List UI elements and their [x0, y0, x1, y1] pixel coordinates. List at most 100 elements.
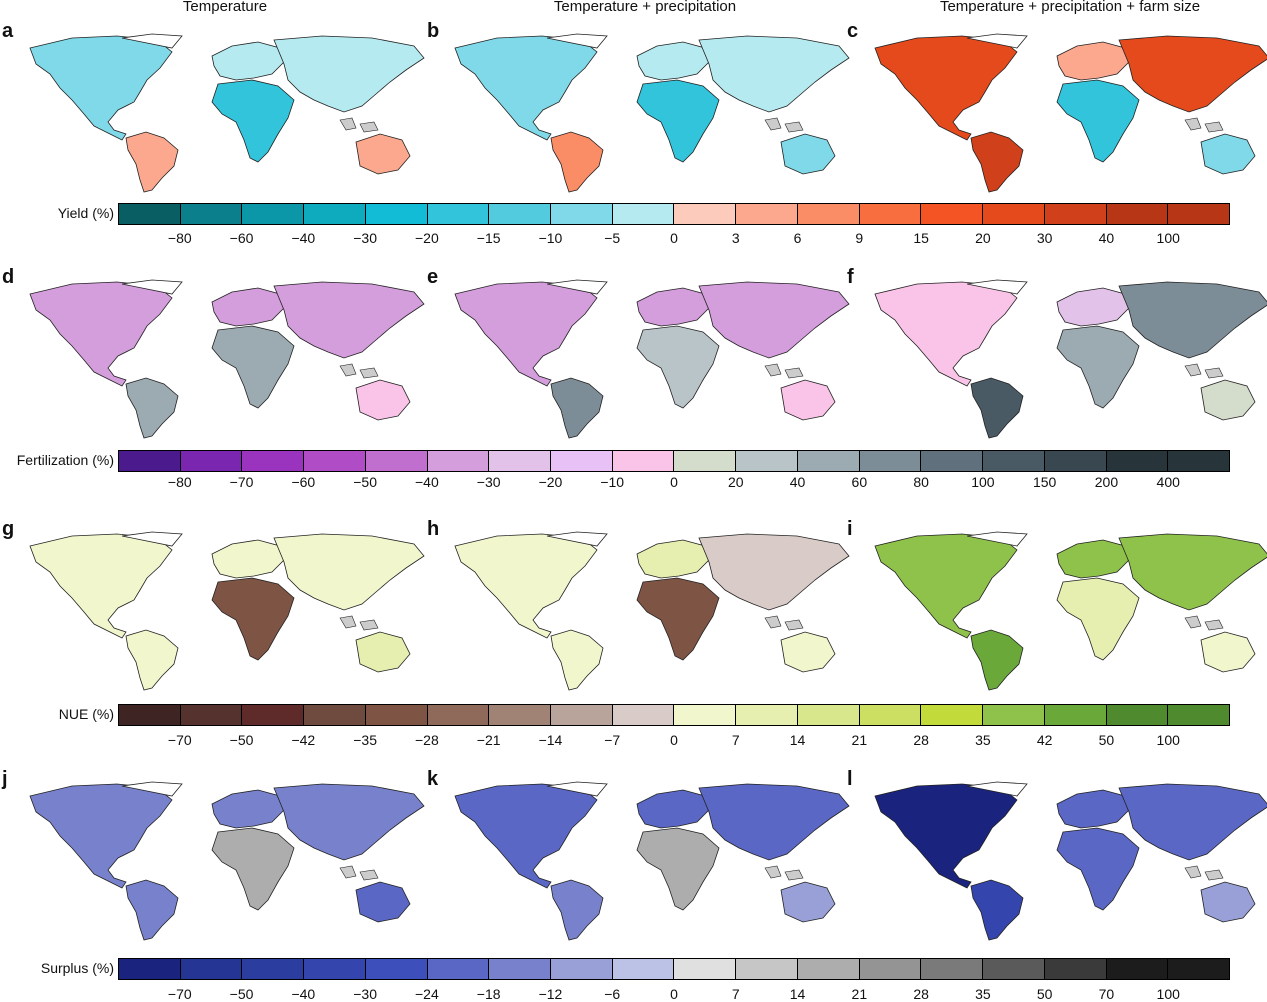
panel-label-e: e: [427, 266, 439, 288]
legend-swatch: [921, 959, 984, 979]
greenland-outline: [546, 781, 608, 797]
continent-africa: [1056, 325, 1140, 409]
continent-asia: [698, 35, 850, 113]
legend-tick-label: −40: [291, 230, 316, 246]
legend-tick-label: −7: [604, 732, 621, 748]
legend-tick-label: −10: [600, 474, 625, 490]
continent-south-america: [125, 377, 179, 439]
continent-north-america: [874, 533, 1018, 639]
legend-tick-label: 150: [1032, 474, 1057, 490]
world-map-panel-g: [29, 531, 425, 691]
legend-swatch: [119, 451, 181, 471]
legend-swatch: [365, 705, 428, 725]
legend-swatch: [1168, 705, 1229, 725]
legend-tick-label: −60: [291, 474, 316, 490]
continent-south-america: [125, 629, 179, 691]
legend-tick-label: −50: [229, 732, 254, 748]
legend-tick-label: 21: [851, 986, 868, 1002]
continent-south-america: [125, 879, 179, 941]
legend-swatch: [551, 204, 613, 224]
continent-north-america: [874, 35, 1018, 141]
legend-swatch: [1106, 705, 1169, 725]
continent-africa: [211, 79, 295, 163]
legend-swatch: [427, 959, 490, 979]
legend-tick-label: 200: [1094, 474, 1119, 490]
legend-title: Yield (%): [57, 205, 114, 221]
legend-swatch: [736, 451, 798, 471]
panel-label-f: f: [847, 266, 854, 288]
legend-tick-label: −6: [604, 986, 621, 1002]
continent-asia: [273, 35, 425, 113]
legend-swatch: [859, 705, 922, 725]
continent-asia: [698, 281, 850, 359]
legend-swatch: [983, 705, 1045, 725]
continent-europe: [636, 789, 710, 829]
continent-asia: [273, 533, 425, 611]
continent-north-america: [454, 533, 598, 639]
legend-tick-label: 40: [1098, 230, 1115, 246]
legend-tick-label: −14: [538, 732, 563, 748]
legend-tick-label: 28: [913, 732, 929, 748]
legend-tick-label: −70: [167, 732, 192, 748]
legend-tick-label: 7: [731, 986, 740, 1002]
legend-swatch: [674, 451, 737, 471]
world-map-panel-f: [874, 279, 1267, 439]
legend-swatch: [1168, 204, 1229, 224]
world-map-panel-h: [454, 531, 850, 691]
legend-swatch: [612, 451, 675, 471]
legend-tick-label: −12: [538, 986, 563, 1002]
legend-swatch: [242, 959, 305, 979]
legend-tick-label: 100: [1156, 986, 1180, 1002]
continent-europe: [636, 41, 710, 81]
greenland-outline: [546, 33, 608, 49]
legend-colorbar: [118, 203, 1230, 225]
legend-tick-label: 20: [727, 474, 744, 490]
legend-swatch: [304, 204, 366, 224]
panel-label-a: a: [2, 20, 14, 42]
legend-swatch: [427, 204, 490, 224]
continent-australia: [1200, 631, 1256, 673]
greenland-outline: [966, 33, 1028, 49]
legend-swatch: [736, 959, 798, 979]
continent-africa: [636, 827, 720, 911]
continent-africa: [1056, 79, 1140, 163]
legend-swatch: [304, 959, 366, 979]
legend-tick-label: −24: [415, 986, 439, 1002]
continent-australia: [780, 631, 836, 673]
legend-tick-label: 70: [1098, 986, 1115, 1002]
greenland-outline: [966, 781, 1028, 797]
continent-south-america: [970, 629, 1024, 691]
legend-tick-label: 28: [913, 986, 929, 1002]
world-map-panel-j: [29, 781, 425, 941]
continent-europe: [636, 287, 710, 327]
world-map-panel-k: [454, 781, 850, 941]
continent-north-america: [454, 281, 598, 387]
continent-australia: [780, 379, 836, 421]
legend-swatch: [859, 204, 922, 224]
continent-north-america: [29, 783, 173, 889]
legend-swatch: [119, 204, 181, 224]
legend-swatch: [1106, 204, 1169, 224]
legend-swatch: [489, 705, 552, 725]
legend-swatch: [612, 705, 675, 725]
continent-australia: [355, 379, 411, 421]
world-map-panel-c: [874, 33, 1267, 193]
legend-tick-label: −20: [538, 474, 563, 490]
legend-tick-label: −30: [353, 986, 377, 1002]
greenland-outline: [546, 531, 608, 547]
legend-tick-label: 3: [731, 230, 740, 246]
continent-europe: [1056, 287, 1130, 327]
panel-label-c: c: [847, 20, 859, 42]
legend-swatch: [427, 705, 490, 725]
continent-asia: [698, 783, 850, 861]
panel-label-h: h: [427, 518, 440, 540]
legend-swatch: [1168, 959, 1229, 979]
legend-swatch: [180, 451, 243, 471]
legend-swatch: [1044, 705, 1107, 725]
legend-tick-label: 9: [855, 230, 864, 246]
column-title-temp-precip-farm: Temperature + precipitation + farm size: [939, 0, 1201, 15]
legend-tick-label: 60: [851, 474, 868, 490]
continent-south-america: [550, 377, 604, 439]
continent-africa: [636, 79, 720, 163]
continent-europe: [636, 539, 710, 579]
